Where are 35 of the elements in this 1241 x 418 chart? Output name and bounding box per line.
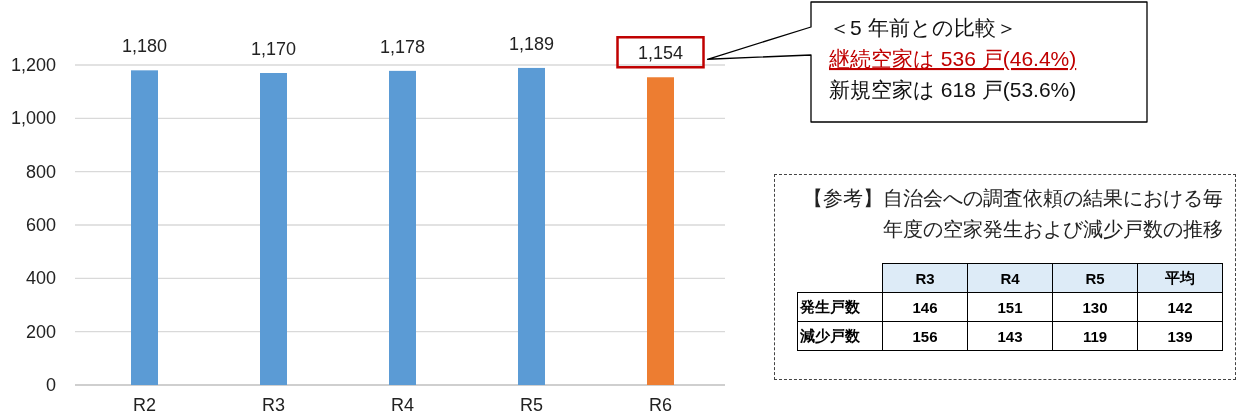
y-tick-label: 1,200 bbox=[10, 55, 56, 75]
category-label: R5 bbox=[1052, 263, 1138, 293]
data-label: 151 bbox=[967, 292, 1053, 322]
data-label: 119 bbox=[1052, 321, 1138, 351]
y-tick-label: 1,000 bbox=[10, 108, 56, 129]
y-tick-label: 200 bbox=[25, 321, 56, 342]
y-tick-label: 600 bbox=[25, 215, 56, 235]
text: 【参考】自治会への調査依頼の結果における毎年度の空家発生および減少戸数の推移 bbox=[803, 186, 1223, 242]
data-label: 1,189 bbox=[508, 33, 555, 54]
data-label: 1,178 bbox=[379, 36, 426, 57]
x-tick-label: R6 bbox=[648, 395, 673, 415]
x-tick-label: R3 bbox=[261, 395, 286, 415]
category-label: 平均 bbox=[1137, 263, 1223, 293]
x-tick-label: R5 bbox=[519, 395, 544, 415]
data-label: 142 bbox=[1137, 292, 1223, 322]
data-label: 1,170 bbox=[250, 39, 297, 59]
data-label: 146 bbox=[882, 292, 968, 322]
text: 減少戸数 bbox=[797, 321, 883, 351]
x-tick-label: R4 bbox=[390, 395, 415, 415]
category-label: R4 bbox=[967, 263, 1053, 293]
y-tick-label: 400 bbox=[25, 268, 56, 289]
x-tick-label: R2 bbox=[132, 395, 157, 415]
data-label: 156 bbox=[882, 321, 968, 351]
data-label: 143 bbox=[967, 321, 1053, 351]
y-tick-label: 0 bbox=[45, 375, 56, 395]
text: 発生戸数 bbox=[797, 292, 883, 322]
data-label: 139 bbox=[1137, 321, 1223, 351]
data-label: 1,154 bbox=[637, 43, 684, 64]
y-tick-label: 800 bbox=[25, 161, 56, 182]
category-label: R3 bbox=[882, 263, 968, 293]
data-label: 130 bbox=[1052, 292, 1138, 322]
data-label: 1,180 bbox=[121, 36, 168, 57]
text: 新規空家は 618 戸(53.6%) bbox=[829, 78, 1077, 101]
text: ＜5 年前との比較＞ bbox=[829, 16, 1017, 39]
text: 継続空家は 536 戸(46.4%) bbox=[828, 47, 1077, 70]
